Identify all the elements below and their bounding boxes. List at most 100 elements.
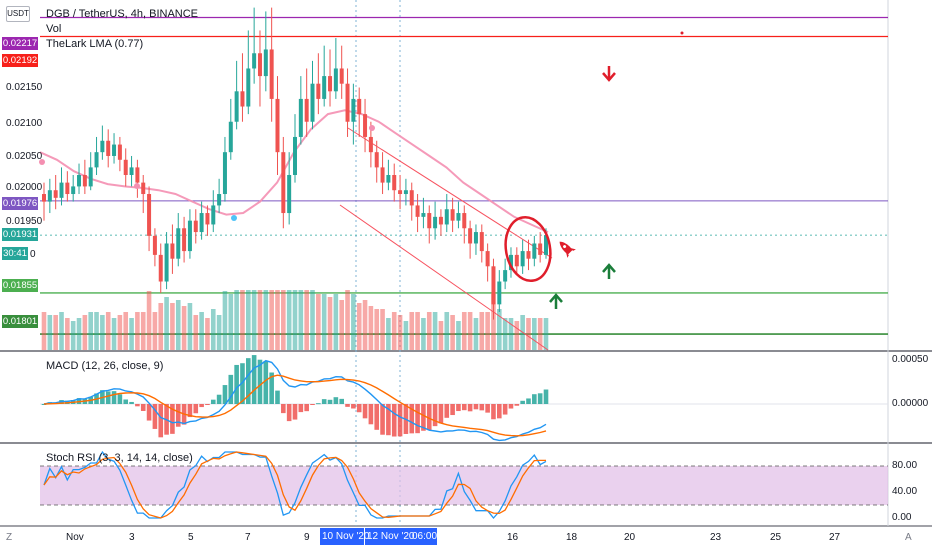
indicator-label[interactable]: TheLark LMA (0.77)	[46, 38, 144, 50]
macd-histogram-bar	[368, 404, 374, 425]
candle-body	[53, 190, 58, 198]
stoch-pane	[43, 450, 547, 520]
candle-body	[497, 281, 502, 305]
zoom-icon[interactable]: Z	[6, 532, 13, 543]
macd-histogram-bar	[205, 404, 210, 405]
macd-histogram-bar	[187, 404, 193, 418]
macd-label[interactable]: MACD (12, 26, close, 9)	[46, 360, 164, 372]
candle-body	[351, 98, 356, 122]
candle-body	[94, 152, 99, 168]
vol-label[interactable]: Vol	[46, 23, 62, 35]
volume-bar	[199, 312, 204, 350]
macd-histogram-bar	[339, 398, 344, 404]
candle-body	[450, 209, 455, 221]
signal-line	[43, 374, 547, 437]
macd-histogram-bar	[374, 404, 380, 430]
macd-histogram-bar	[356, 404, 362, 413]
volume-bar	[374, 309, 380, 350]
volume-bar	[228, 294, 234, 350]
macd-histogram-bar	[327, 399, 333, 404]
candle-body	[462, 213, 467, 229]
volume-bar	[444, 312, 450, 350]
stoch-tick: 40.00	[892, 486, 918, 497]
volume-bar	[421, 318, 426, 350]
macd-histogram-bar	[520, 400, 525, 404]
volume-bar	[170, 303, 175, 350]
volume-bar	[532, 318, 537, 350]
currency-badge[interactable]: USDT	[6, 6, 30, 22]
volume-bar	[497, 309, 502, 350]
candle-body	[269, 49, 274, 99]
candle-body	[293, 136, 297, 175]
candle-body	[82, 175, 87, 187]
candle-body	[77, 175, 82, 187]
candle-body	[287, 175, 292, 214]
candle-body	[468, 228, 473, 244]
volume-bar	[450, 315, 455, 350]
volume-bar	[298, 290, 304, 350]
macd-histogram-bar	[105, 391, 111, 404]
macd-histogram-bar	[461, 404, 467, 411]
macd-histogram-bar	[316, 403, 321, 405]
candle-body	[298, 98, 303, 137]
volume-bar	[216, 315, 222, 350]
volume-bar	[473, 318, 479, 350]
macd-histogram-bar	[246, 358, 251, 404]
candle-body	[479, 232, 484, 252]
macd-histogram-bar	[485, 404, 490, 413]
macd-line	[43, 359, 547, 442]
volume-bar	[70, 321, 76, 350]
candle-body	[438, 216, 443, 225]
volume-bar	[543, 318, 549, 350]
macd-histogram-bar	[275, 390, 280, 404]
arrow-up-icon	[549, 293, 563, 309]
candle-body	[112, 144, 117, 156]
macd-pane	[40, 355, 888, 442]
candles	[42, 7, 548, 320]
macd-histogram-bar	[41, 404, 47, 405]
time-tick: 16	[507, 532, 519, 543]
volume-bar	[526, 318, 531, 350]
candle-body	[403, 190, 408, 195]
volume-bar	[438, 321, 444, 350]
volume-bar	[205, 318, 210, 350]
stoch-label[interactable]: Stoch RSI (3, 3, 14, 14, close)	[46, 452, 193, 464]
macd-histogram-bar	[526, 398, 531, 404]
volume-bar	[316, 294, 321, 350]
symbol-title[interactable]: DGB / TetherUS, 4h, BINANCE	[46, 8, 199, 20]
macd-histogram-bar	[426, 404, 432, 431]
volume-bar	[432, 312, 438, 350]
macd-histogram-bar	[292, 404, 298, 420]
macd-histogram-bar	[479, 404, 485, 411]
volume-bar	[257, 290, 263, 350]
volume-bar	[105, 312, 111, 350]
volume-bar	[240, 290, 245, 350]
time-tick: 18	[566, 532, 578, 543]
volume-bar	[117, 315, 123, 350]
price-tick: 0.02100	[6, 118, 43, 129]
lma-dot	[134, 183, 140, 189]
volume-bar	[456, 321, 461, 350]
price-tick: 0.02050	[6, 151, 43, 162]
lma-dot	[369, 125, 375, 131]
volume-bar	[129, 318, 134, 350]
auto-scale-button[interactable]: A	[905, 532, 912, 543]
volume-bar	[59, 312, 64, 350]
volume-bars	[41, 290, 549, 350]
candle-body	[339, 68, 344, 84]
volume-bar	[135, 312, 140, 350]
candle-body	[333, 68, 338, 92]
price-tick: 0.02000	[6, 182, 43, 193]
macd-histogram-bar	[438, 404, 444, 424]
time-highlight	[365, 528, 437, 545]
candle-body	[234, 91, 239, 122]
stoch-tick: 0.00	[892, 512, 912, 523]
arrow-down-icon	[602, 66, 616, 82]
candle-body	[217, 194, 222, 206]
volume-bar	[409, 312, 415, 350]
price-badge: 0.02217	[2, 37, 38, 50]
macd-histogram-bar	[532, 394, 537, 404]
macd-histogram-bar	[140, 404, 146, 411]
candle-body	[345, 83, 350, 122]
